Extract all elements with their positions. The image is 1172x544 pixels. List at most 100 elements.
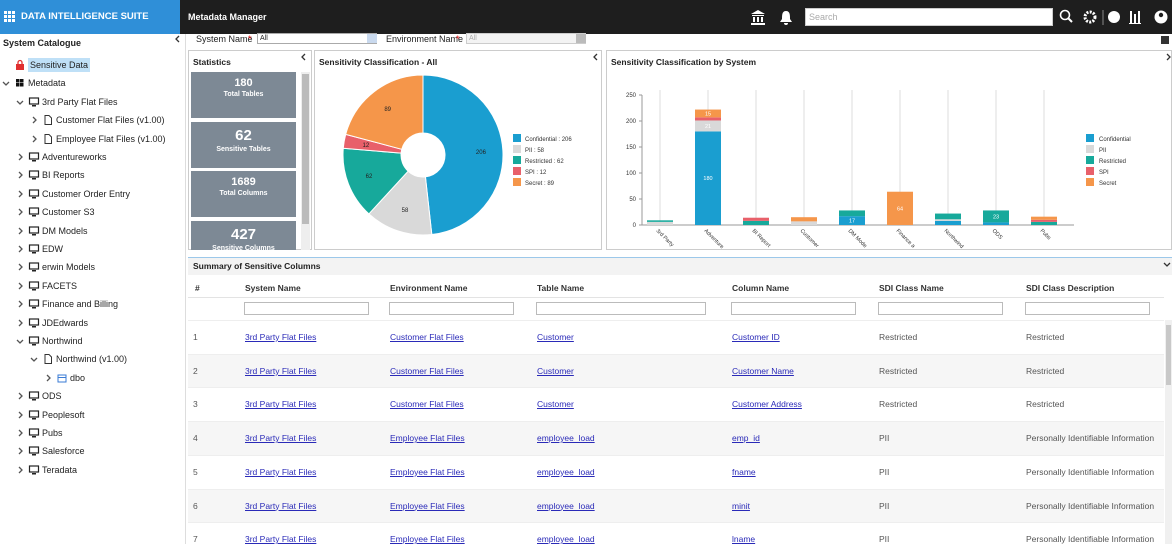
system-select[interactable]: All bbox=[257, 33, 377, 44]
column-filter[interactable] bbox=[878, 302, 1003, 315]
y-tick-label: 200 bbox=[626, 119, 637, 125]
table-link[interactable]: employee_load bbox=[537, 466, 595, 477]
table-link[interactable]: Employee Flat Files bbox=[390, 534, 465, 544]
table-link[interactable]: Employee Flat Files bbox=[390, 433, 465, 444]
tree-node[interactable]: 3rd Party Flat Files bbox=[42, 96, 118, 107]
table-link[interactable]: Customer Flat Files bbox=[390, 399, 464, 410]
table-link[interactable]: 3rd Party Flat Files bbox=[245, 433, 317, 444]
table-link[interactable]: employee_load bbox=[537, 534, 595, 544]
y-tick-label: 250 bbox=[626, 93, 637, 99]
stat-card[interactable]: 62 Sensitive Tables bbox=[191, 121, 296, 168]
tree-node[interactable]: Salesforce bbox=[42, 446, 85, 457]
panel bbox=[314, 50, 602, 250]
bar-segment bbox=[695, 120, 721, 132]
tree-node[interactable]: Northwind (v1.00) bbox=[56, 354, 128, 365]
table-link[interactable]: lname bbox=[732, 534, 756, 544]
column-filter[interactable] bbox=[244, 302, 369, 315]
column-filter[interactable] bbox=[731, 302, 856, 315]
table-link[interactable]: Customer Address bbox=[732, 399, 802, 410]
table-link[interactable]: employee_load bbox=[537, 500, 595, 511]
apps-dot bbox=[8, 11, 11, 14]
bar-segment bbox=[935, 220, 961, 225]
column-filter[interactable] bbox=[389, 302, 514, 315]
system-icon bbox=[28, 225, 40, 234]
tree-node[interactable]: Customer Flat Files (v1.00) bbox=[56, 115, 165, 126]
table-link[interactable]: Customer Flat Files bbox=[390, 332, 464, 342]
required-mark: * bbox=[248, 34, 252, 44]
tree-icon bbox=[28, 428, 40, 438]
table-cell: Restricted bbox=[879, 365, 918, 376]
tree-node[interactable]: Teradata bbox=[42, 464, 78, 475]
tree-node[interactable]: erwin Models bbox=[42, 262, 96, 273]
tree-node[interactable]: Finance and Billing bbox=[42, 299, 119, 310]
table-link[interactable]: Customer Flat Files bbox=[390, 365, 464, 376]
apps-dot bbox=[8, 19, 11, 22]
tree-node[interactable]: Customer Order Entry bbox=[42, 188, 131, 199]
select-value: All bbox=[260, 35, 268, 42]
header-rule bbox=[188, 297, 1164, 298]
table-link[interactable]: Customer ID bbox=[732, 332, 780, 342]
table-link[interactable]: Customer bbox=[537, 365, 574, 376]
table-scrollbar bbox=[1165, 320, 1172, 544]
tree-node[interactable]: Customer S3 bbox=[42, 207, 95, 218]
table-cell: 5 bbox=[193, 466, 198, 477]
tree-node[interactable]: BI Reports bbox=[42, 170, 85, 181]
table-link[interactable]: 3rd Party Flat Files bbox=[245, 534, 317, 544]
environment-select[interactable]: All bbox=[466, 33, 586, 44]
table-link[interactable]: 3rd Party Flat Files bbox=[245, 399, 317, 410]
legend-label: PII : 58 bbox=[525, 148, 545, 154]
tree-node[interactable]: Employee Flat Files (v1.00) bbox=[56, 133, 166, 144]
table-scrollbar-thumb bbox=[1166, 325, 1171, 385]
tree-node[interactable]: Sensitive Data bbox=[28, 58, 91, 72]
chevron-line bbox=[2, 81, 10, 87]
stat-card[interactable]: 427 Sensitive Columns bbox=[191, 220, 296, 250]
table-link[interactable]: Employee Flat Files bbox=[390, 500, 465, 511]
table-link[interactable]: fname bbox=[732, 466, 756, 477]
column-filter[interactable] bbox=[1025, 302, 1150, 315]
tree-node[interactable]: DM Models bbox=[42, 225, 88, 236]
tree-node[interactable]: Metadata bbox=[28, 78, 66, 89]
tree-node[interactable]: FACETS bbox=[42, 280, 78, 291]
table-link[interactable]: Customer Name bbox=[732, 365, 794, 376]
table-link[interactable]: 3rd Party Flat Files bbox=[245, 466, 317, 477]
grid-icon bbox=[16, 79, 20, 83]
sidebar-title: System Catalogue bbox=[3, 38, 82, 48]
panel-title: Statistics bbox=[193, 57, 231, 67]
table-link[interactable]: Customer bbox=[537, 399, 574, 410]
bar-segment bbox=[839, 210, 865, 217]
tree-node[interactable]: Pubs bbox=[42, 428, 63, 438]
search-box[interactable]: Search bbox=[805, 8, 1053, 26]
bar-segment bbox=[1031, 219, 1057, 222]
table-link[interactable]: 3rd Party Flat Files bbox=[245, 500, 317, 511]
tree-icon bbox=[28, 299, 40, 309]
stat-card[interactable]: 1689 Total Columns bbox=[191, 171, 296, 217]
tree-node[interactable]: dbo bbox=[70, 372, 86, 383]
bar-segment bbox=[983, 222, 1009, 225]
table-link[interactable]: employee_load bbox=[537, 433, 595, 444]
stat-label: Total Columns bbox=[219, 190, 268, 197]
tree-node[interactable]: Peoplesoft bbox=[42, 409, 85, 420]
bank-icon bbox=[751, 10, 765, 25]
system-icon bbox=[28, 170, 40, 178]
table-link[interactable]: Customer bbox=[537, 332, 574, 342]
chevron bbox=[2, 81, 10, 87]
legend-swatch bbox=[513, 178, 521, 186]
table-link[interactable]: Employee Flat Files bbox=[390, 466, 465, 477]
chevron-line bbox=[30, 357, 38, 363]
table-link[interactable]: minit bbox=[732, 500, 750, 511]
table-link[interactable]: 3rd Party Flat Files bbox=[245, 365, 317, 376]
export-icon[interactable] bbox=[1161, 36, 1169, 44]
table-link[interactable]: emp_id bbox=[732, 433, 760, 444]
tree-node[interactable]: Adventureworks bbox=[42, 152, 107, 162]
tree-node[interactable]: ODS bbox=[42, 391, 62, 402]
chevron bbox=[175, 35, 180, 43]
bar-segment bbox=[695, 117, 721, 121]
tree-node[interactable]: EDW bbox=[42, 244, 63, 254]
tree-icon bbox=[28, 336, 40, 346]
lock-icon bbox=[16, 64, 24, 70]
tree-node[interactable]: JDEdwards bbox=[42, 317, 89, 328]
column-filter[interactable] bbox=[536, 302, 706, 315]
tree-node[interactable]: Northwind bbox=[42, 336, 83, 346]
table-link[interactable]: 3rd Party Flat Files bbox=[245, 332, 317, 342]
stat-card[interactable]: 180 Total Tables bbox=[191, 72, 296, 118]
